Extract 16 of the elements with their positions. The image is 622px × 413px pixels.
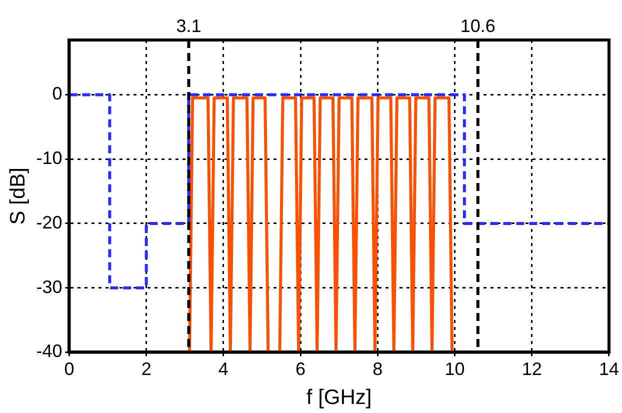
x-tick-label: 2	[141, 358, 152, 379]
y-tick-label: -30	[36, 276, 62, 297]
y-tick-label: 0	[52, 84, 62, 104]
x-tick-label: 6	[296, 358, 306, 379]
ref-line-label: 10.6	[460, 16, 496, 36]
x-tick-label: 4	[218, 358, 228, 379]
y-tick-label: -40	[36, 341, 62, 362]
y-tick-label: -20	[36, 212, 62, 232]
x-tick-label: 8	[372, 358, 383, 379]
x-axis-title: f [GHz]	[306, 386, 372, 410]
y-tick-label: -10	[36, 148, 62, 168]
x-tick-label: 12	[522, 358, 542, 379]
x-tick-label: 14	[598, 358, 620, 379]
ref-line-label: 3.1	[176, 16, 202, 36]
y-axis-title: S [dB]	[6, 168, 30, 225]
x-tick-label: 10	[444, 358, 465, 379]
